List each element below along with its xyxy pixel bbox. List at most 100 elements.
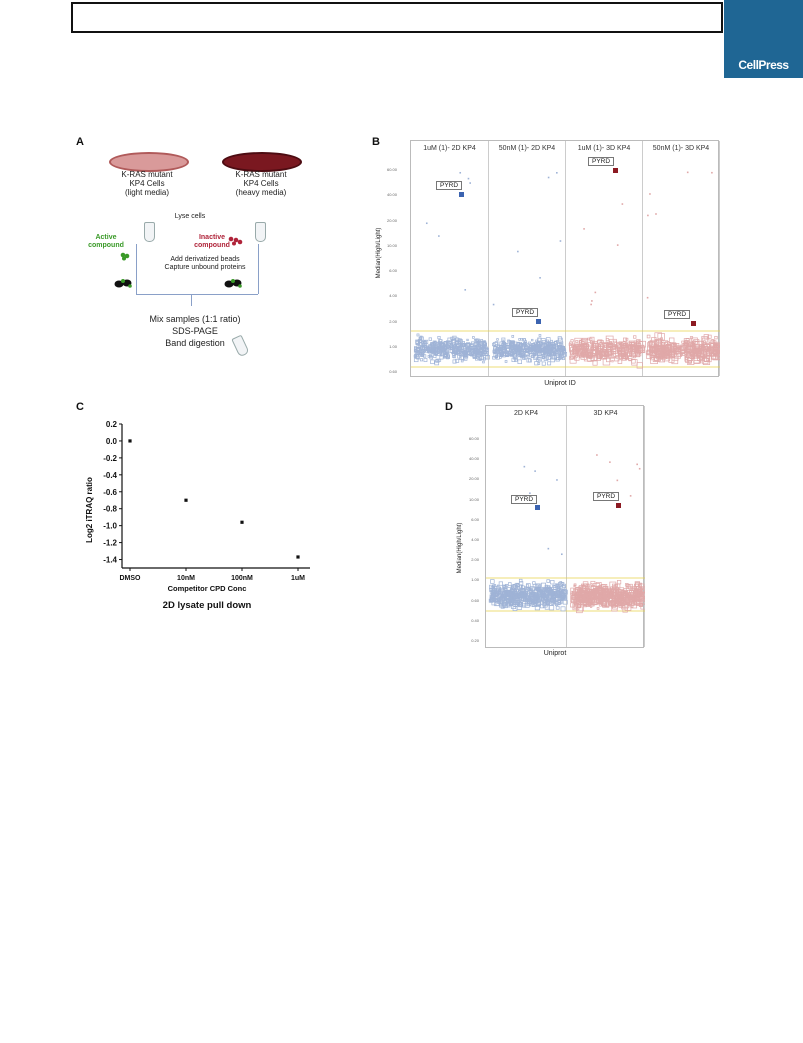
- panel-d-callout-1: PYRD: [511, 495, 538, 504]
- panel-d-label: D: [445, 401, 453, 413]
- protein-point: [489, 589, 494, 594]
- protein-point: [554, 594, 559, 599]
- protein-point: [541, 361, 546, 366]
- outlier-point: [464, 289, 467, 291]
- panel-b-callout-1: PYRD: [436, 181, 463, 190]
- sds-page-label: SDS-PAGE: [172, 326, 218, 336]
- ytick-label: 4.00: [471, 537, 479, 542]
- protein-point: [466, 347, 471, 352]
- protein-point: [452, 335, 457, 340]
- protein-point: [560, 606, 566, 612]
- panel-b-facet-2: 50nM (1)- 2D KP4: [489, 141, 566, 376]
- lyse-cells-label: Lyse cells: [174, 213, 206, 220]
- protein-point: [444, 348, 448, 353]
- protein-point: [580, 595, 583, 598]
- protein-point: [654, 354, 661, 362]
- protein-point: [524, 345, 529, 350]
- protein-point: [472, 350, 477, 354]
- protein-point: [668, 356, 675, 363]
- protein-point: [500, 351, 504, 354]
- protein-point: [603, 342, 611, 351]
- protein-point: [628, 585, 632, 590]
- protein-point: [528, 594, 531, 598]
- panel-b-facet-3: 1uM (1)- 3D KP4: [566, 141, 643, 376]
- protein-point: [591, 342, 599, 350]
- protein-point: [550, 580, 555, 585]
- protein-point: [520, 592, 524, 597]
- protein-point: [600, 598, 607, 605]
- protein-point: [598, 595, 605, 601]
- panel-b-pyrd-marker-3: [613, 168, 618, 173]
- protein-point: [419, 358, 424, 362]
- protein-point: [520, 337, 523, 341]
- protein-point: [537, 337, 542, 342]
- protein-point: [649, 339, 658, 348]
- protein-point: [614, 356, 620, 362]
- protein-point: [508, 582, 512, 586]
- protein-point: [595, 582, 602, 588]
- protein-point: [634, 595, 641, 603]
- protein-point: [483, 350, 487, 355]
- outlier-point: [547, 176, 550, 179]
- protein-point: [495, 349, 500, 354]
- protein-point: [505, 595, 510, 600]
- protein-point: [655, 353, 660, 358]
- protein-point: [523, 341, 527, 346]
- protein-point: [638, 348, 643, 354]
- ytick-label: 60.00: [386, 167, 397, 172]
- protein-point: [617, 348, 626, 357]
- outlier-point: [459, 171, 462, 174]
- protein-point: [452, 359, 457, 364]
- outlier-point: [649, 193, 651, 195]
- protein-point: [545, 356, 549, 360]
- panel-c-ytick-label: -0.2: [103, 454, 117, 463]
- protein-point: [511, 587, 516, 593]
- protein-point: [673, 351, 681, 359]
- protein-point: [622, 337, 627, 342]
- protein-point: [518, 338, 521, 341]
- protein-point: [434, 351, 438, 356]
- protein-point: [556, 590, 561, 595]
- protein-point: [694, 344, 702, 352]
- protein-point: [684, 354, 687, 357]
- outlier-point: [469, 182, 471, 184]
- protein-point: [586, 590, 594, 599]
- protein-point: [529, 352, 535, 358]
- protein-point: [569, 355, 574, 360]
- protein-point: [469, 350, 474, 355]
- protein-point: [646, 334, 651, 339]
- protein-point: [482, 344, 487, 348]
- protein-point: [485, 352, 488, 356]
- protein-point: [498, 589, 503, 595]
- protein-point: [559, 354, 564, 359]
- right-beads-icon: [224, 279, 242, 288]
- protein-point: [418, 342, 422, 346]
- protein-point: [493, 341, 498, 347]
- ytick-label: 0.20: [471, 638, 479, 643]
- protein-point: [650, 350, 657, 357]
- protein-point: [530, 598, 535, 603]
- protein-point: [496, 338, 499, 341]
- protein-point: [539, 596, 545, 601]
- protein-point: [492, 598, 497, 602]
- protein-point: [620, 590, 625, 595]
- protein-point: [669, 337, 675, 343]
- protein-point: [494, 600, 500, 607]
- protein-point: [457, 338, 461, 342]
- protein-point: [574, 598, 581, 606]
- protein-point: [554, 348, 557, 352]
- protein-point: [581, 337, 588, 344]
- protein-point: [496, 584, 500, 588]
- protein-point: [570, 339, 574, 343]
- protein-point: [475, 345, 479, 349]
- panel-b-callout-3: PYRD: [588, 157, 615, 166]
- protein-point: [536, 601, 542, 607]
- protein-point: [680, 344, 687, 351]
- protein-point: [550, 591, 555, 596]
- ytick-label: 40.00: [468, 456, 479, 462]
- protein-point: [511, 604, 516, 609]
- panel-b-facet-1: 1uM (1)- 2D KP4: [411, 141, 489, 376]
- protein-point: [462, 352, 467, 357]
- protein-point: [515, 600, 520, 605]
- ytick-label: 60.00: [468, 436, 479, 441]
